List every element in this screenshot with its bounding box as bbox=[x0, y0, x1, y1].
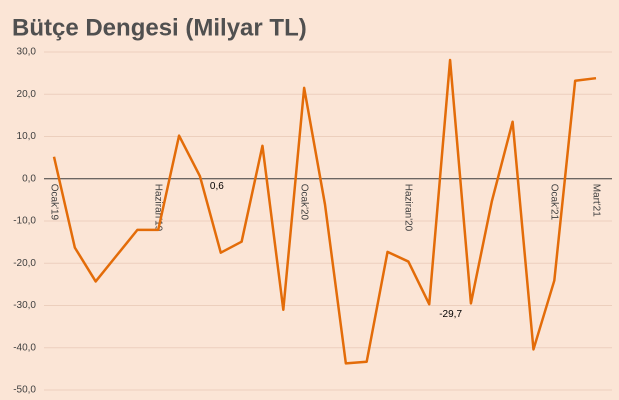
chart-title: Bütçe Dengesi (Milyar TL) bbox=[12, 14, 307, 41]
y-tick-label: -10,0 bbox=[13, 216, 36, 227]
data-label: 0,6 bbox=[210, 181, 224, 192]
x-tick-label: Haziran'19 bbox=[153, 184, 164, 232]
x-tick-label: Haziran'20 bbox=[403, 184, 414, 232]
y-tick-label: -30,0 bbox=[13, 300, 36, 311]
y-tick-label: -20,0 bbox=[13, 258, 36, 269]
y-tick-label: 30,0 bbox=[17, 47, 37, 58]
y-tick-label: 20,0 bbox=[17, 89, 37, 100]
data-label: -29,7 bbox=[439, 309, 462, 320]
x-tick-label: Mart'21 bbox=[590, 184, 601, 217]
y-tick-label: -40,0 bbox=[13, 342, 36, 353]
y-tick-label: 10,0 bbox=[17, 131, 37, 142]
y-tick-label: -50,0 bbox=[13, 385, 36, 396]
x-tick-label: Ocak'20 bbox=[299, 184, 310, 221]
data-line bbox=[52, 58, 597, 365]
x-tick-label: Ocak'19 bbox=[48, 184, 59, 221]
y-tick-label: 0,0 bbox=[22, 173, 36, 184]
x-tick-label: Ocak'21 bbox=[549, 184, 560, 221]
